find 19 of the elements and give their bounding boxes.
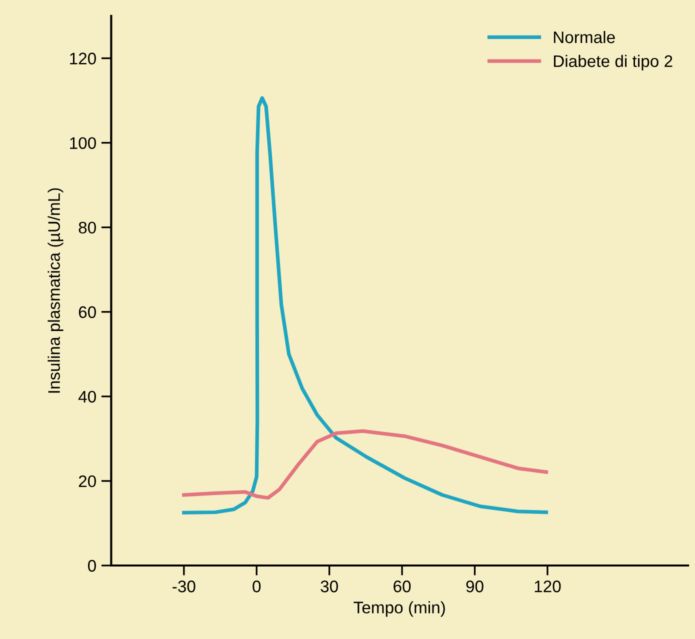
y-tick-label: 40 [78,390,96,403]
line-series [182,429,548,500]
y-tick-label: 20 [78,475,96,488]
x-axis-title: Tempo (min) [354,601,445,617]
x-tick-label: 120 [534,580,561,592]
y-tick-label: 60 [78,306,96,318]
y-tick-label: 100 [70,137,96,149]
x-tick-label: 90 [466,580,484,592]
x-tick-label: 0 [252,580,261,592]
legend-label: Diabete di tipo 2 [554,54,672,70]
legend-label: Normale [554,30,615,44]
y-axis-title: Insulina plasmatica (µU/mL) [48,188,64,393]
y-tick-label: 80 [78,222,96,234]
x-tick-label: 30 [320,580,338,592]
x-tick-label: 60 [394,580,411,592]
line-series [182,96,548,514]
y-tick-label: 0 [88,560,96,572]
y-tick-label: 120 [70,52,96,64]
x-tick-label: -30 [172,580,196,592]
